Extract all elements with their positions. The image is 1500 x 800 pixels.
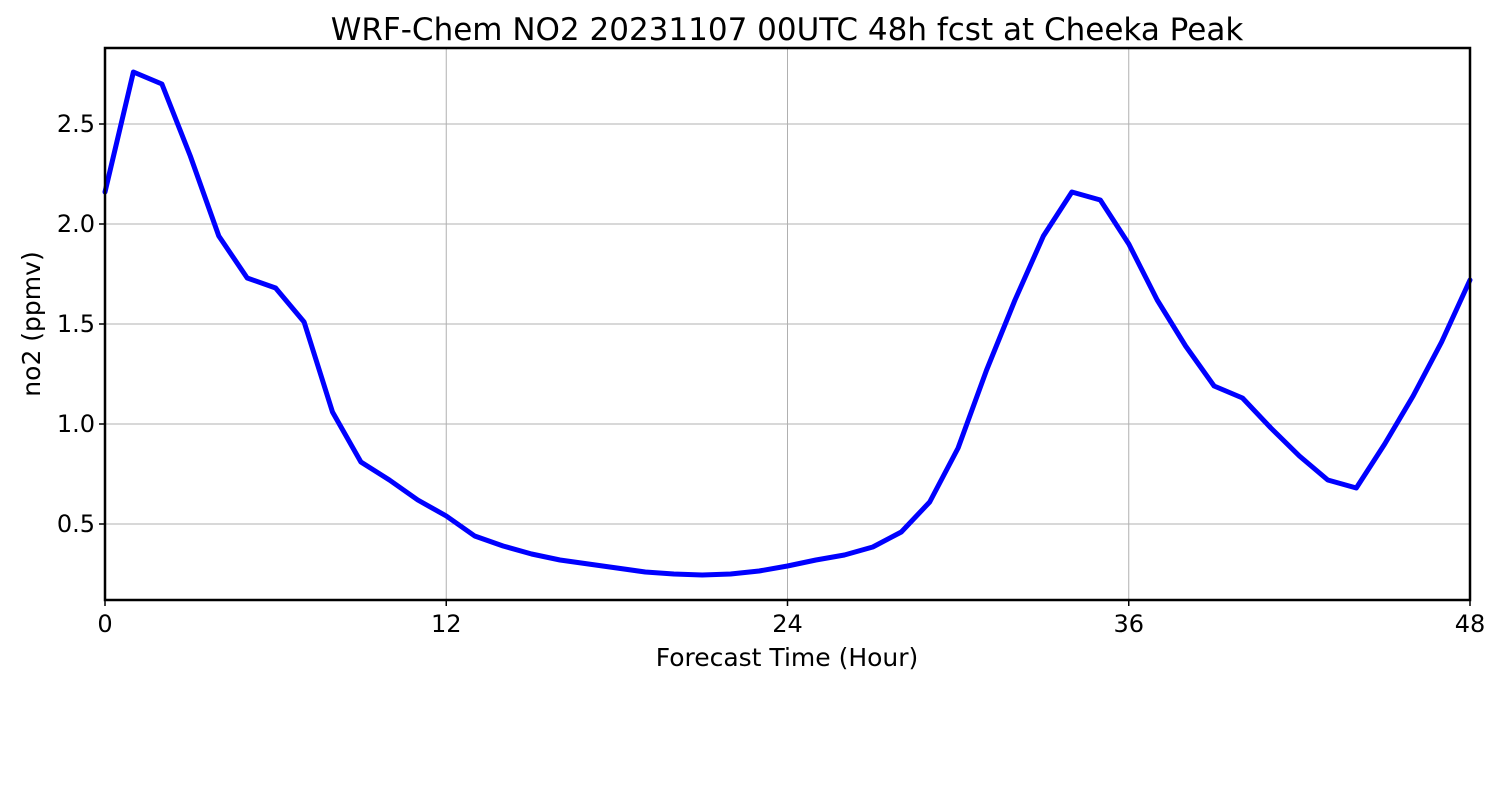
data-point <box>1269 426 1273 430</box>
data-point <box>814 558 818 562</box>
data-point <box>217 234 221 238</box>
data-point <box>1127 242 1131 246</box>
data-point <box>1013 298 1017 302</box>
y-tick-label: 1.0 <box>57 410 95 438</box>
data-point <box>1155 298 1159 302</box>
data-point <box>1041 234 1045 238</box>
data-point <box>558 558 562 562</box>
data-point <box>359 460 363 464</box>
data-point <box>1184 344 1188 348</box>
y-axis-label: no2 (ppmv) <box>17 251 46 396</box>
plot-frame <box>103 46 1472 602</box>
y-tick-label: 1.5 <box>57 310 95 338</box>
grid-lines <box>104 48 1471 600</box>
x-tick-label: 24 <box>772 610 803 638</box>
data-point <box>956 446 960 450</box>
data-point <box>985 368 989 372</box>
data-point <box>842 553 846 557</box>
series-layer <box>102 69 1473 578</box>
data-point <box>586 562 590 566</box>
chart-title: WRF-Chem NO2 20231107 00UTC 48h fcst at … <box>331 12 1244 48</box>
data-point <box>302 320 306 324</box>
data-point <box>188 154 192 158</box>
data-point <box>160 82 164 86</box>
x-axis-label: Forecast Time (Hour) <box>656 643 919 672</box>
data-point <box>1297 454 1301 458</box>
x-tick-label: 0 <box>97 610 112 638</box>
data-point <box>757 569 761 573</box>
data-point <box>387 478 391 482</box>
data-point <box>1098 198 1102 202</box>
axis-ticks <box>99 123 1471 606</box>
data-point <box>245 276 249 280</box>
data-point <box>530 552 534 556</box>
data-point <box>700 573 704 577</box>
x-tick-label: 36 <box>1113 610 1144 638</box>
data-point <box>1212 384 1216 388</box>
data-point <box>1241 396 1244 400</box>
data-point <box>1411 394 1415 398</box>
y-tick-label: 2.5 <box>57 110 95 138</box>
data-point <box>729 572 733 576</box>
data-point <box>1326 478 1330 482</box>
data-point <box>444 514 448 518</box>
data-point <box>501 544 505 548</box>
data-point <box>786 564 789 568</box>
data-point <box>131 70 135 74</box>
x-tick-label: 12 <box>431 610 462 638</box>
data-point <box>928 500 932 504</box>
tick-labels: 0 12 24 36 48 0.5 1.0 1.5 2.0 2.5 <box>57 110 1485 638</box>
data-point <box>871 545 875 549</box>
data-point <box>1383 442 1387 446</box>
data-point <box>331 410 334 414</box>
data-point <box>1070 190 1074 194</box>
data-point <box>1354 486 1358 490</box>
data-point <box>416 498 420 502</box>
data-point <box>899 530 903 534</box>
y-tick-label: 0.5 <box>57 510 95 538</box>
data-point <box>1440 340 1444 344</box>
data-point <box>672 572 676 576</box>
data-point <box>615 566 619 570</box>
x-tick-label: 48 <box>1455 610 1486 638</box>
y-tick-label: 2.0 <box>57 210 95 238</box>
data-point <box>473 534 477 538</box>
data-point <box>643 570 647 574</box>
data-point <box>274 286 278 290</box>
